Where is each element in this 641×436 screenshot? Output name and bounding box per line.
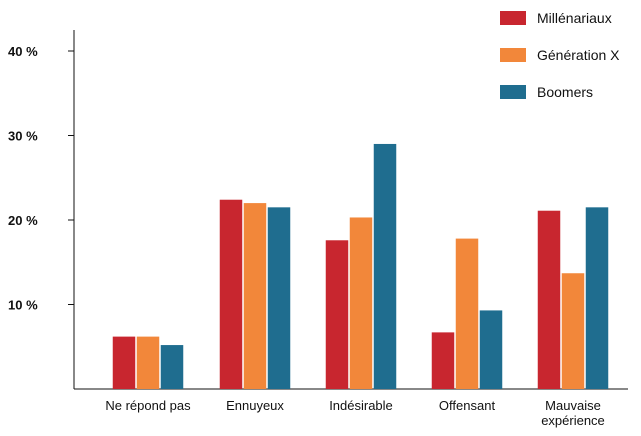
x-category-label-line: Ennuyeux — [226, 398, 284, 413]
y-tick-label: 30 % — [8, 129, 38, 144]
bar — [537, 210, 561, 389]
legend-swatch — [500, 48, 526, 62]
y-tick-label: 20 % — [8, 213, 38, 228]
legend-label: Millénariaux — [537, 10, 612, 26]
x-category-label-line: Indésirable — [329, 398, 393, 413]
bar — [373, 143, 397, 389]
y-tick-label: 40 % — [8, 44, 38, 59]
bar — [136, 336, 160, 389]
x-category-label: Ne répond pas — [105, 398, 191, 413]
bar — [455, 238, 479, 389]
bar — [479, 310, 503, 389]
x-category-label-line: Offensant — [439, 398, 496, 413]
x-category-label-line: expérience — [541, 413, 605, 428]
bar — [160, 345, 184, 389]
legend-swatch — [500, 85, 526, 99]
x-category-label: Mauvaise expérience — [541, 398, 605, 428]
bar — [325, 240, 349, 389]
bars-layer — [112, 143, 609, 389]
x-category-label-line: Ne répond pas — [105, 398, 191, 413]
bar — [112, 336, 136, 389]
y-tick-label: 10 % — [8, 298, 38, 313]
legend-swatch — [500, 11, 526, 25]
legend-label: Génération X — [537, 47, 620, 63]
bar — [585, 207, 609, 389]
bar — [219, 199, 243, 389]
legend: Millénariaux Génération X Boomers — [500, 10, 620, 100]
bar — [431, 332, 455, 389]
x-category-label: Ennuyeux — [226, 398, 284, 413]
bar — [243, 203, 267, 389]
bar — [349, 217, 373, 389]
bar — [267, 207, 291, 389]
bar — [561, 273, 585, 389]
x-category-label: Offensant — [439, 398, 496, 413]
x-category-label: Indésirable — [329, 398, 393, 413]
labels-layer: 10 % 20 % 30 % 40 % Ne répond pas Ennuyeux Ind… — [8, 44, 605, 428]
x-category-label-line: Mauvaise — [545, 398, 601, 413]
legend-label: Boomers — [537, 84, 593, 100]
